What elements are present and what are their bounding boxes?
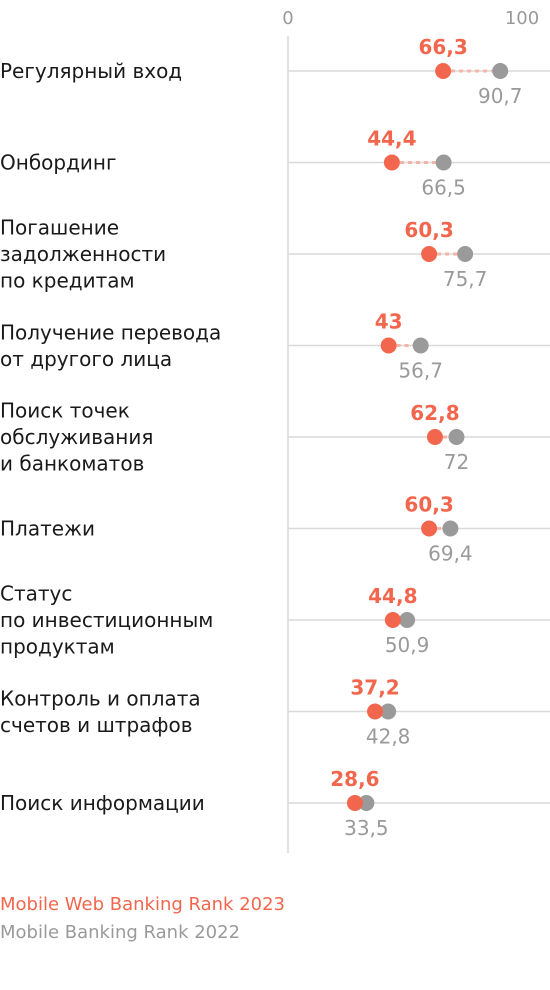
category-label: Статус по инвестиционным продуктам bbox=[0, 582, 213, 659]
point-2022 bbox=[412, 337, 429, 354]
x-tick-label: 100 bbox=[505, 8, 539, 29]
value-label-2022: 56,7 bbox=[398, 359, 443, 383]
category-label: Погашение задолженности по кредитам bbox=[0, 216, 166, 293]
value-label-2023: 60,3 bbox=[404, 218, 453, 242]
point-2022 bbox=[492, 63, 509, 79]
point-2022 bbox=[358, 795, 375, 811]
category-label: Платежи bbox=[0, 517, 95, 541]
category-label: Регулярный вход bbox=[0, 59, 182, 83]
value-label-2022: 69,4 bbox=[428, 542, 473, 566]
legend-2023: Mobile Web Banking Rank 2023 bbox=[0, 894, 286, 915]
value-label-2022: 90,7 bbox=[478, 84, 523, 108]
value-label-2023: 62,8 bbox=[410, 401, 459, 425]
value-label-2022: 50,9 bbox=[385, 633, 430, 657]
category-label: Поиск информации bbox=[0, 791, 205, 815]
point-2022 bbox=[435, 154, 452, 171]
category-label: Онбординг bbox=[0, 151, 117, 175]
value-label-2022: 33,5 bbox=[344, 816, 389, 840]
value-label-2023: 66,3 bbox=[418, 35, 467, 59]
point-2022 bbox=[448, 429, 465, 445]
point-2022 bbox=[399, 612, 416, 628]
point-2022 bbox=[380, 703, 397, 720]
value-label-2022: 72 bbox=[444, 450, 469, 474]
point-2023 bbox=[367, 703, 384, 720]
value-label-2022: 75,7 bbox=[443, 267, 488, 291]
x-tick-label: 0 bbox=[282, 8, 293, 29]
value-label-2023: 44,8 bbox=[368, 584, 417, 608]
value-label-2023: 60,3 bbox=[404, 493, 453, 517]
value-label-2023: 43 bbox=[375, 310, 403, 334]
category-label: Контроль и оплата счетов и штрафов bbox=[0, 686, 201, 737]
point-2023 bbox=[384, 612, 401, 628]
point-2022 bbox=[457, 246, 474, 262]
point-2023 bbox=[421, 246, 438, 262]
point-2023 bbox=[435, 63, 452, 79]
point-2023 bbox=[380, 337, 397, 354]
value-label-2023: 44,4 bbox=[367, 127, 416, 151]
point-2022 bbox=[442, 520, 459, 537]
value-label-2023: 28,6 bbox=[330, 767, 379, 791]
category-label: Поиск точек обслуживания и банкоматов bbox=[0, 399, 153, 476]
point-2023 bbox=[421, 520, 438, 537]
point-2023 bbox=[383, 154, 400, 171]
dumbbell-chart: 0 100 Регулярный вход 66,3 90,7 Онбординг 44,4… bbox=[0, 8, 550, 853]
value-label-2023: 37,2 bbox=[350, 676, 399, 700]
point-2023 bbox=[426, 429, 443, 445]
legend-2022: Mobile Banking Rank 2022 bbox=[0, 922, 241, 943]
value-label-2022: 66,5 bbox=[421, 176, 466, 200]
value-label-2022: 42,8 bbox=[366, 725, 411, 749]
point-2023 bbox=[346, 795, 363, 811]
category-label: Получение перевода от другого лица bbox=[0, 320, 221, 371]
